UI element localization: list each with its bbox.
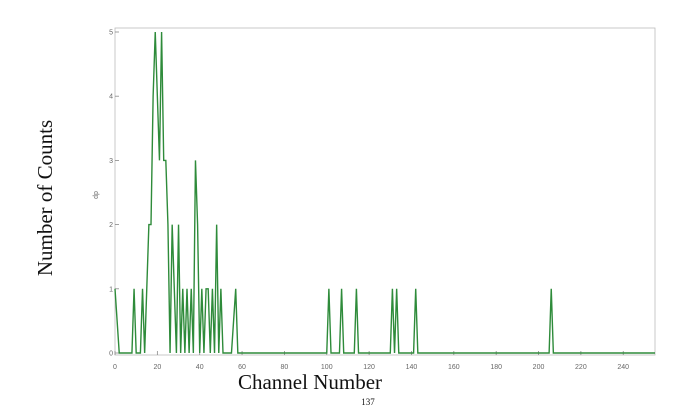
x-tick-label: 40 [196, 364, 204, 371]
x-tick-label: 20 [153, 364, 161, 371]
x-tick-label: 220 [575, 364, 587, 371]
x-tick-label: 80 [281, 364, 289, 371]
footer-text: 137 [361, 397, 375, 407]
y-tick-label: 5 [109, 30, 113, 37]
y-tick-label: 1 [109, 286, 113, 293]
x-tick-label: 160 [448, 364, 460, 371]
x-tick-label: 120 [363, 364, 375, 371]
y-axis-ticks: 0 1 2 3 4 5 [109, 30, 119, 358]
x-tick-label: 240 [617, 364, 629, 371]
x-tick-label: 180 [490, 364, 502, 371]
y-axis-title: Number of Counts [33, 120, 57, 276]
x-axis-title: Channel Number [238, 370, 382, 394]
x-axis-ticks: 0 20 40 60 80 100 120 140 160 180 200 220 240 [113, 351, 629, 371]
y-tick-label: 3 [109, 158, 113, 165]
y-tick-label: 2 [109, 222, 113, 229]
inner-y-axis-label: dp [93, 191, 100, 199]
y-tick-label: 4 [109, 94, 113, 101]
series-line [114, 31, 655, 354]
y-tick-label: 0 [109, 351, 113, 358]
x-tick-label: 0 [113, 364, 117, 371]
x-tick-label: 140 [406, 364, 418, 371]
x-tick-label: 100 [321, 364, 333, 371]
x-tick-label: 200 [533, 364, 545, 371]
x-tick-label: 60 [238, 364, 246, 371]
